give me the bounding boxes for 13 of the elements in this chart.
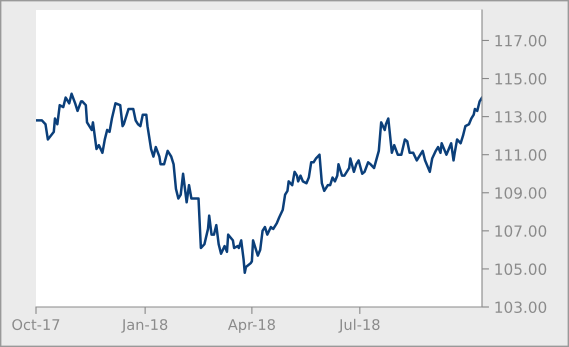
y-tick-label: 113.00	[495, 111, 546, 123]
x-tick-label: Apr-18	[228, 319, 275, 333]
x-tick-label: Oct-17	[12, 319, 60, 330]
x-tick-label: Jan-18	[121, 319, 168, 333]
y-tick-label: 107.00	[495, 225, 546, 237]
y-tick-label: 115.00	[495, 73, 546, 85]
y-tick-label: 111.00	[495, 149, 546, 161]
y-tick-label: 117.00	[495, 34, 546, 46]
y-tick-label: 105.00	[495, 263, 546, 275]
x-tick-label: Jul-18	[338, 318, 380, 333]
y-tick-label: 103.00	[495, 301, 546, 314]
y-tick-label: 109.00	[495, 187, 546, 199]
line-series	[36, 92, 482, 274]
